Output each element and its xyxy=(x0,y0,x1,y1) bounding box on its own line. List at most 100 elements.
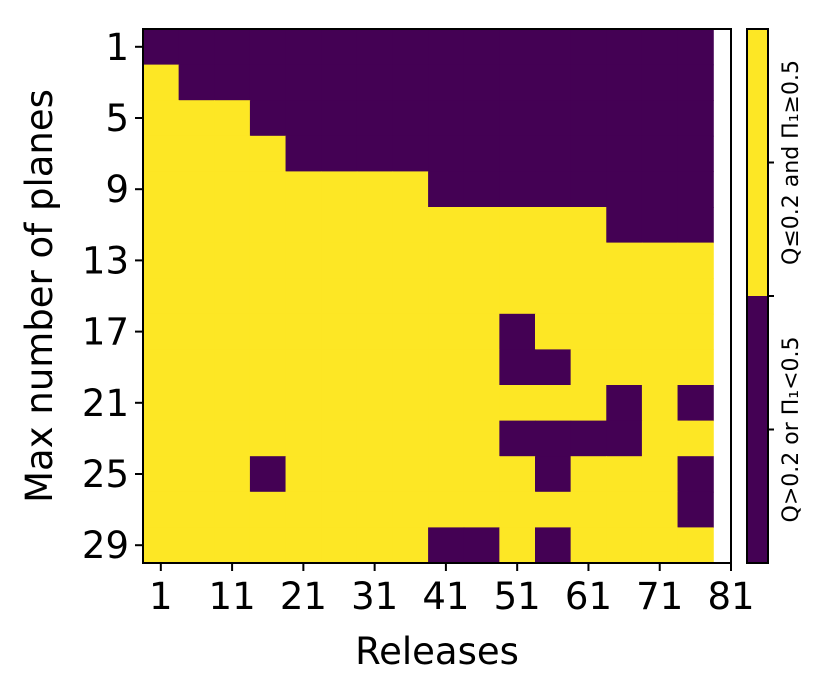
heatmap-cell xyxy=(285,420,322,457)
heatmap-cell xyxy=(463,207,500,244)
heatmap-cell xyxy=(214,29,251,66)
heatmap-cell xyxy=(463,456,500,493)
heatmap-cell xyxy=(570,349,607,386)
heatmap-cell xyxy=(428,349,465,386)
heatmap-cell xyxy=(392,64,429,101)
heatmap-cell xyxy=(178,527,215,564)
heatmap-cell xyxy=(285,135,322,172)
colorbar-label-feasible: Q≤0.2 and Π₁≥0.5 xyxy=(779,60,804,265)
heatmap-cell xyxy=(677,242,714,279)
heatmap-cell xyxy=(463,313,500,350)
x-axis-ticks: 1 11 21 31 41 51 61 71 81 xyxy=(149,563,755,618)
heatmap-cell xyxy=(499,491,536,528)
heatmap-cell xyxy=(356,420,394,457)
heatmap-cell xyxy=(178,171,215,208)
heatmap-cell xyxy=(178,242,215,279)
heatmap-cell xyxy=(463,349,500,386)
heatmap-cell xyxy=(535,64,572,101)
heatmap-cell xyxy=(606,207,643,244)
heatmap-cell xyxy=(535,29,572,66)
x-tick-label: 11 xyxy=(209,575,256,618)
heatmap-cell xyxy=(285,527,322,564)
heatmap-cell xyxy=(463,491,500,528)
heatmap-cell xyxy=(463,135,500,172)
heatmap-cell xyxy=(570,64,607,101)
heatmap-cell xyxy=(356,29,394,66)
heatmap-cell xyxy=(285,456,322,493)
heatmap-cell xyxy=(463,420,500,457)
heatmap-cell xyxy=(356,527,394,564)
heatmap-cell xyxy=(214,313,251,350)
heatmap-cell xyxy=(499,313,536,350)
heatmap-cell xyxy=(499,242,536,279)
plot-frame xyxy=(142,28,732,564)
heatmap-cell xyxy=(356,456,394,493)
heatmap-cell xyxy=(143,171,180,208)
heatmap-cell xyxy=(641,100,679,137)
heatmap-cell xyxy=(677,491,714,528)
heatmap-cell xyxy=(143,135,180,172)
colorbar: Q≤0.2 and Π₁≥0.5 Q>0.2 or Π₁<0.5 xyxy=(746,28,804,564)
heatmap-cell xyxy=(499,135,536,172)
heatmap-cell xyxy=(392,349,429,386)
heatmap-cell xyxy=(535,385,572,422)
heatmap-cell xyxy=(214,242,251,279)
heatmap-cell xyxy=(428,29,465,66)
heatmap-cell xyxy=(677,135,714,172)
heatmap-cell xyxy=(143,385,180,422)
heatmap-cell xyxy=(677,171,714,208)
heatmap-cell xyxy=(143,527,180,564)
heatmap-cell xyxy=(214,456,251,493)
heatmap-cell xyxy=(499,420,536,457)
heatmap-cell xyxy=(428,456,465,493)
heatmap-cell xyxy=(392,385,429,422)
heatmap-cell xyxy=(356,100,394,137)
heatmap-cell xyxy=(535,456,572,493)
heatmap-cell xyxy=(463,100,500,137)
heatmap-cell xyxy=(641,456,679,493)
heatmap-cell xyxy=(677,313,714,350)
heatmap-cell xyxy=(677,278,714,315)
heatmap-cell xyxy=(249,135,287,172)
heatmap-cell xyxy=(428,242,465,279)
heatmap-cell xyxy=(249,527,287,564)
heatmap-cell xyxy=(606,100,643,137)
x-tick-label: 61 xyxy=(565,575,612,618)
heatmap-cell xyxy=(677,349,714,386)
heatmap-cell xyxy=(570,491,607,528)
heatmap-cell xyxy=(356,278,394,315)
heatmap-cell xyxy=(285,100,322,137)
heatmap-cell xyxy=(214,64,251,101)
heatmap-cell xyxy=(641,207,679,244)
heatmap-cell xyxy=(321,135,358,172)
heatmap-cell xyxy=(499,527,536,564)
heatmap-cell xyxy=(677,100,714,137)
heatmap-cell xyxy=(428,278,465,315)
heatmap-cell xyxy=(392,171,429,208)
heatmap-cell xyxy=(249,100,287,137)
heatmap-cell xyxy=(535,527,572,564)
heatmap-cell xyxy=(570,135,607,172)
heatmap-cell xyxy=(214,491,251,528)
heatmap-cell xyxy=(249,491,287,528)
heatmap-cell xyxy=(428,527,465,564)
heatmap-cell xyxy=(677,420,714,457)
heatmap-cell xyxy=(463,171,500,208)
heatmap-cell xyxy=(392,135,429,172)
heatmap-cell xyxy=(249,29,287,66)
heatmap-cell xyxy=(392,456,429,493)
heatmap-cell xyxy=(285,349,322,386)
heatmap-cell xyxy=(178,385,215,422)
y-axis-label: Max number of planes xyxy=(18,89,61,503)
heatmap-cell xyxy=(249,385,287,422)
x-tick-label: 81 xyxy=(707,575,754,618)
heatmap-cell xyxy=(356,242,394,279)
heatmap-cell xyxy=(463,527,500,564)
heatmap-cell xyxy=(214,385,251,422)
heatmap-cell xyxy=(570,278,607,315)
heatmap-cell xyxy=(641,527,679,564)
heatmap-cell xyxy=(641,64,679,101)
heatmap-cell xyxy=(677,385,714,422)
heatmap-cell xyxy=(143,100,180,137)
heatmap-cell xyxy=(321,242,358,279)
